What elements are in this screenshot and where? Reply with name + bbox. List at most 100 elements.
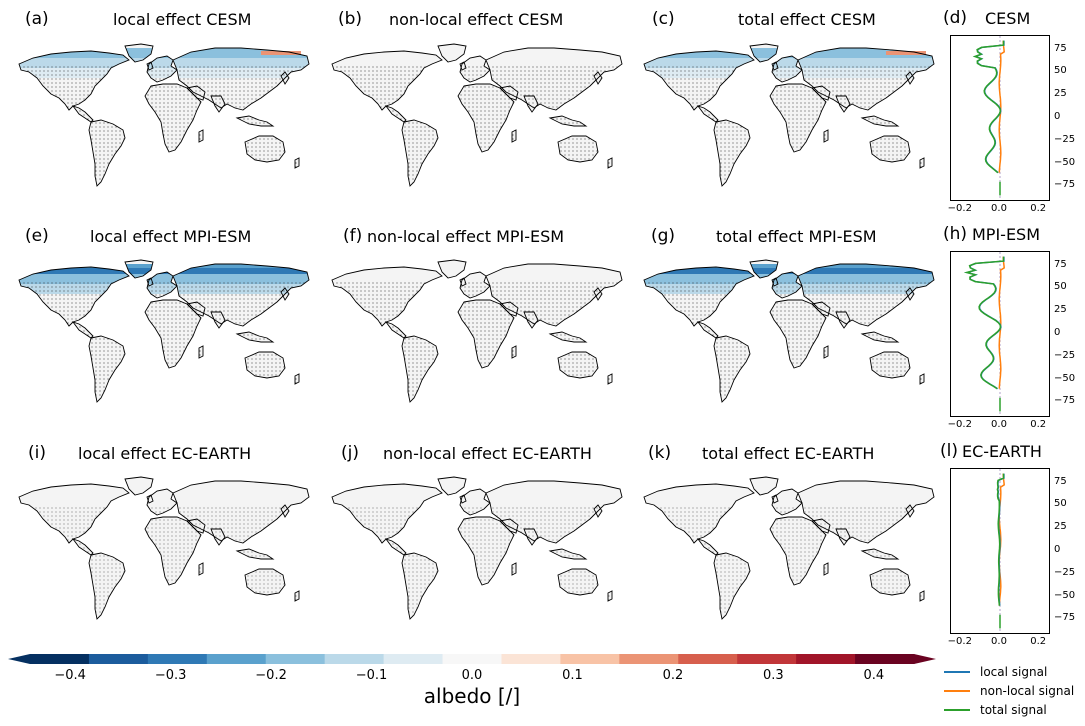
coastline [643, 50, 755, 111]
profile-xtick: 0.2 [1030, 419, 1047, 430]
coastline [172, 480, 310, 544]
significance-hatching [19, 66, 309, 186]
coastline [146, 488, 178, 516]
coastline [124, 476, 154, 496]
legend-item-total: total signal [944, 700, 1074, 719]
colorbar-tick: 0.3 [763, 668, 784, 683]
map-svg [643, 43, 935, 187]
coastline [869, 135, 911, 163]
coastline [811, 518, 831, 534]
panel-label-b: (b) [338, 9, 363, 29]
coastline [749, 43, 779, 63]
coastline [749, 259, 779, 279]
map-panel-k [636, 475, 936, 627]
panel-label-a: (a) [25, 9, 49, 29]
colorbar-segment [619, 654, 679, 664]
albedo-positive-patch [261, 51, 301, 55]
profile-ytick: −25 [1054, 566, 1076, 578]
significance-hatching [332, 505, 622, 619]
coastline [485, 47, 623, 111]
coastline [210, 528, 226, 546]
profile-ytick: −75 [1054, 612, 1076, 624]
coastline [869, 568, 911, 596]
panel-title-i: local effect EC-EARTH [78, 444, 252, 463]
map-svg [643, 259, 935, 403]
colorbar-extend-left [8, 654, 30, 664]
profile-svg [972, 36, 1005, 200]
coastline [172, 263, 310, 327]
colorbar-segment [737, 654, 797, 664]
coastline [172, 47, 310, 111]
coastline [331, 483, 443, 544]
coastline [919, 157, 925, 169]
coastline [331, 50, 443, 111]
significance-hatching [332, 66, 622, 186]
coastline [869, 351, 911, 379]
profile-title-l: EC-EARTH [962, 442, 1042, 461]
significance-hatching [644, 505, 934, 619]
coastline [124, 43, 154, 63]
coastline [244, 135, 286, 163]
colorbar-extend-right [914, 654, 936, 664]
coastline [905, 504, 915, 518]
coastline [401, 119, 439, 187]
profile-ytick: 25 [1054, 88, 1067, 100]
profile-xtick: 0.2 [1030, 203, 1047, 214]
coastline [459, 277, 467, 287]
colorbar-tick: 0.4 [863, 668, 885, 683]
coastline [811, 301, 831, 317]
coastline [511, 345, 517, 359]
panel-title-a: local effect CESM [113, 10, 252, 29]
coastline [485, 263, 623, 327]
albedo-shading [19, 274, 309, 284]
coastline [384, 538, 407, 556]
panel-title-c: total effect CESM [738, 10, 876, 29]
coastline [749, 476, 779, 496]
profile-ytick: 75 [1054, 42, 1067, 54]
profile-xtick: 0.0 [991, 636, 1007, 647]
coastline [771, 494, 779, 504]
colorbar-tick: 0.2 [662, 668, 684, 683]
profile-panel-l [950, 468, 1050, 634]
coastline [823, 129, 829, 143]
total-signal-line [972, 40, 1005, 174]
map-svg [18, 43, 310, 187]
coastline [797, 480, 935, 544]
coastline [499, 518, 519, 534]
colorbar-segment [147, 654, 208, 664]
coastline [459, 61, 467, 71]
coastline [146, 271, 178, 299]
coastline [146, 55, 178, 83]
coastline [71, 321, 94, 339]
coastline [146, 277, 154, 287]
coastline [198, 129, 204, 143]
coastline [548, 331, 588, 343]
coastline [294, 157, 300, 169]
map-svg [331, 476, 623, 620]
coastline [459, 271, 491, 299]
profile-xtick: 0.0 [991, 203, 1007, 214]
panel-title-b: non-local effect CESM [389, 10, 564, 29]
coastline [696, 105, 719, 123]
coastline [146, 494, 154, 504]
colorbar-segment [265, 654, 326, 664]
coastline [643, 266, 755, 327]
colorbar-segment [30, 654, 90, 664]
coastline [548, 115, 588, 127]
coastline [499, 301, 519, 317]
coastline [919, 590, 925, 602]
land-shape [750, 477, 778, 495]
profile-ytick: −50 [1054, 372, 1076, 384]
panel-label-i: (i) [28, 443, 46, 463]
profile-ytick: −25 [1054, 349, 1076, 361]
panel-label-d: (d) [943, 8, 968, 28]
map-svg [18, 476, 310, 620]
significance-hatching [19, 282, 309, 402]
coastline [198, 562, 204, 576]
non-local-signal-line [998, 40, 1005, 173]
coastline [771, 61, 779, 71]
total-signal-line [963, 256, 1005, 390]
coastline [186, 518, 206, 534]
coastline [771, 271, 803, 299]
albedo-shading [644, 274, 934, 284]
